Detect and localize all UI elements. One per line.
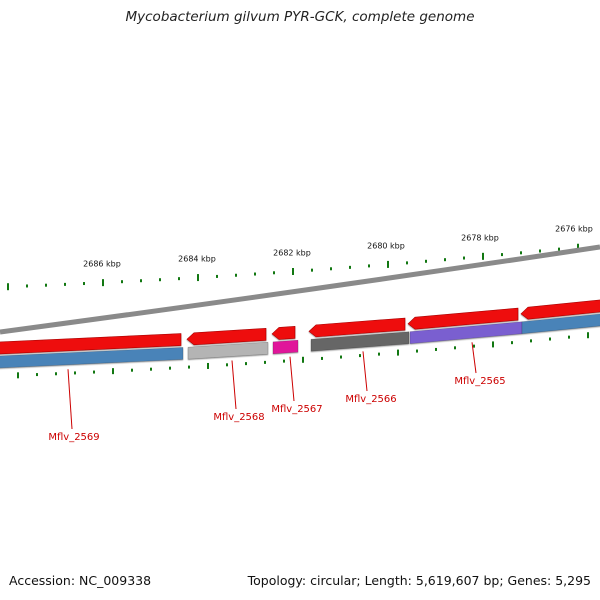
kbp-label: 2682 kbp xyxy=(273,249,311,258)
kbp-label: 2686 kbp xyxy=(83,260,121,269)
leader-line xyxy=(362,351,368,392)
orf-arrow xyxy=(520,299,600,320)
gene-track xyxy=(0,313,600,369)
gene-bar-mflv_2568 xyxy=(187,341,269,360)
accession-text: Accession: NC_009338 xyxy=(9,573,152,588)
inner-tick-ring xyxy=(17,332,589,379)
gene-label[interactable]: Mflv_2569 xyxy=(48,432,99,443)
kbp-label: 2680 kbp xyxy=(367,242,405,251)
orf-arrow xyxy=(186,327,267,346)
gene-label-group: Mflv_2569 Mflv_2568 Mflv_2567 Mflv_2566 Mflv… xyxy=(48,376,505,443)
gene-label[interactable]: Mflv_2568 xyxy=(213,412,264,423)
gene-label-leaders xyxy=(67,342,477,430)
gene-bar-mflv_2569 xyxy=(0,347,184,369)
genome-summary-text: Topology: circular; Length: 5,619,607 bp… xyxy=(247,573,591,588)
leader-line xyxy=(471,342,477,374)
gene-label[interactable]: Mflv_2565 xyxy=(454,376,505,387)
kbp-label-ring: 2686 kbp 2684 kbp 2682 kbp 2680 kbp 2678 kbp… xyxy=(83,225,593,269)
orf-arrow xyxy=(0,333,182,355)
kbp-label: 2684 kbp xyxy=(178,255,216,264)
kbp-label: 2678 kbp xyxy=(461,234,499,243)
leader-line xyxy=(289,356,295,402)
outer-tick-ring xyxy=(7,243,579,291)
orf-arrow xyxy=(271,326,296,340)
page-title: Mycobacterium gilvum PYR-GCK, complete g… xyxy=(125,9,475,25)
leader-line xyxy=(231,360,237,410)
orf-arrow xyxy=(308,317,406,338)
orf-track xyxy=(0,299,600,355)
leader-line xyxy=(67,369,73,430)
gene-label[interactable]: Mflv_2567 xyxy=(271,404,322,415)
gene-bar-mflv_2567 xyxy=(272,339,299,355)
gene-bar-mflv_2566 xyxy=(310,331,410,352)
orf-arrow xyxy=(407,307,519,330)
genome-backbone xyxy=(0,244,600,335)
gene-bar-neighbor xyxy=(521,313,600,335)
gene-label[interactable]: Mflv_2566 xyxy=(345,394,396,405)
kbp-label: 2676 kbp xyxy=(555,225,593,234)
